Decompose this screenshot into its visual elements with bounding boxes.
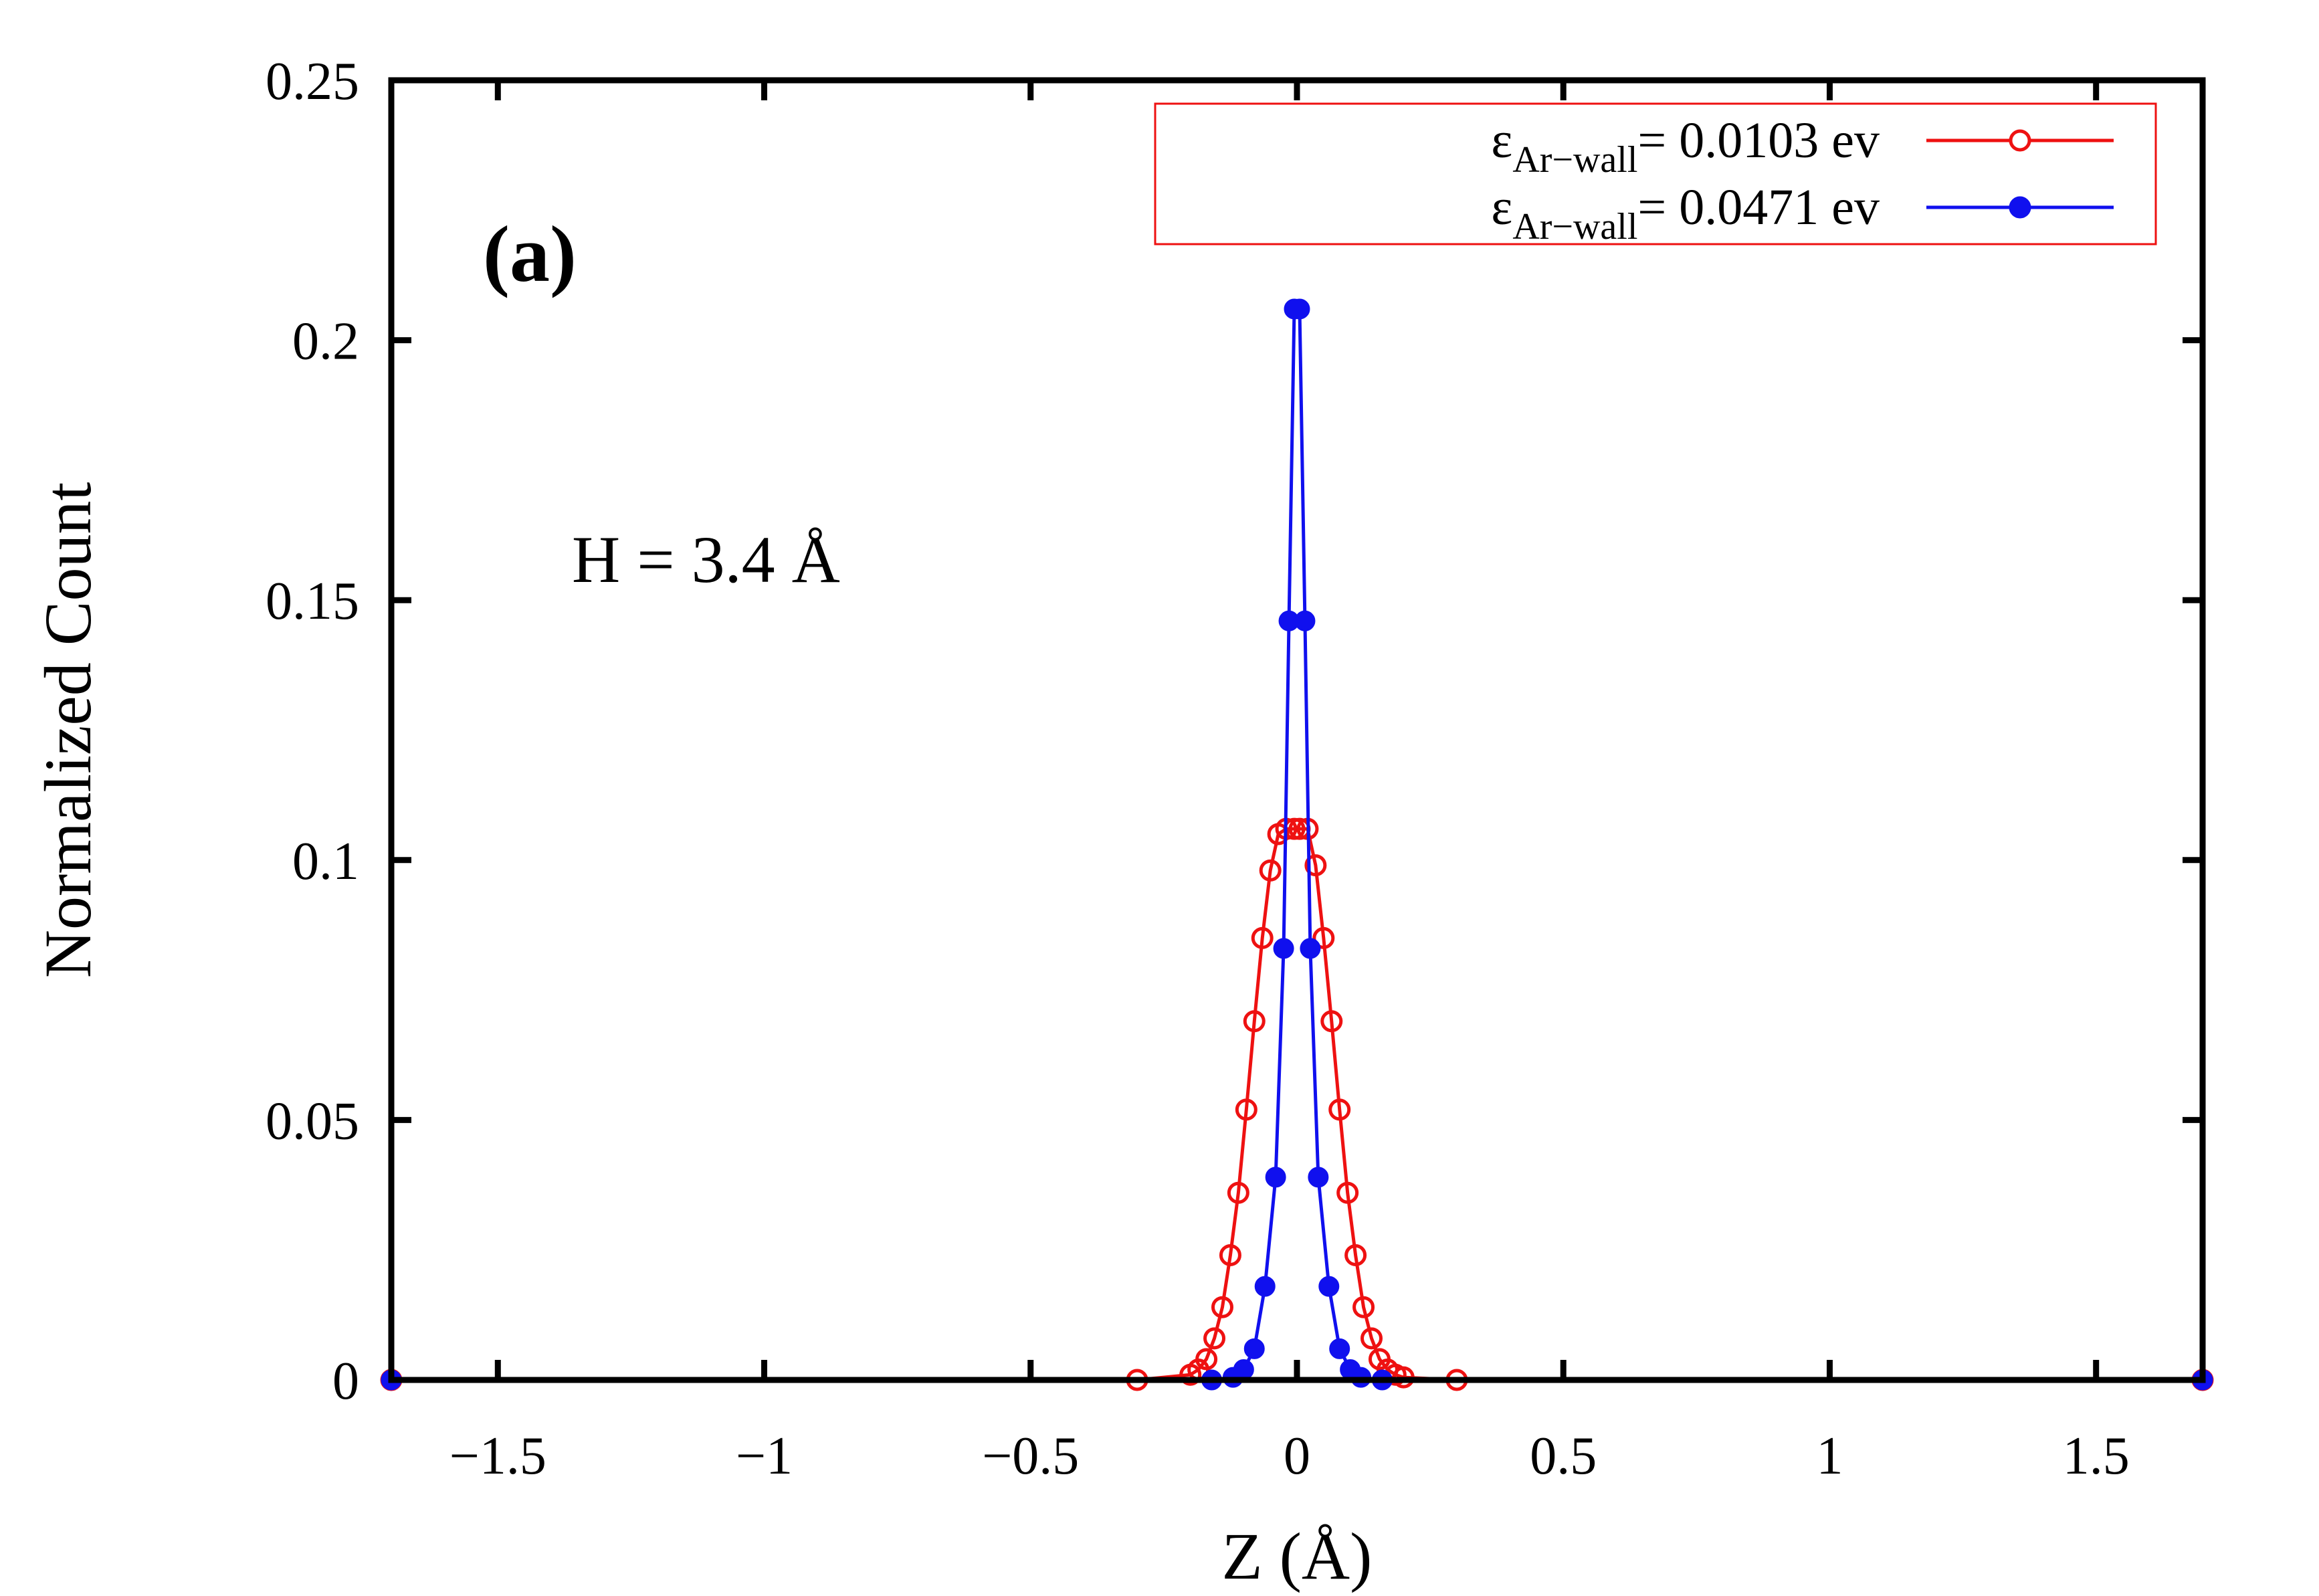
y-tick-label: 0.1 [292, 832, 359, 891]
y-tick-label: 0.25 [266, 52, 359, 111]
legend-label-2: εAr−wall= 0.0471 ev [1491, 179, 1880, 247]
data-point [1219, 1243, 1241, 1266]
x-tick-label: −1.5 [449, 1427, 546, 1486]
data-point [1308, 1167, 1329, 1188]
data-point [1318, 1276, 1340, 1297]
x-tick-label: −0.5 [982, 1427, 1079, 1486]
data-point [1300, 938, 1321, 959]
legend-box [1154, 102, 2157, 245]
data-point [1344, 1243, 1367, 1266]
series-2 [381, 298, 2213, 1391]
annotation-h: H = 3.4 Å [572, 522, 840, 597]
data-point [1243, 1338, 1265, 1359]
x-tick-label: 0.5 [1530, 1427, 1597, 1486]
data-point [1320, 1010, 1343, 1033]
data-point [1289, 298, 1310, 320]
y-axis-label: Normalized Count [31, 482, 105, 979]
data-point [1254, 1276, 1276, 1297]
data-point [1251, 926, 1274, 949]
data-point [1259, 859, 1282, 882]
series-layer [380, 298, 2214, 1391]
data-point [1273, 938, 1294, 959]
data-point [1243, 1010, 1266, 1033]
x-tick-label: 0 [1284, 1427, 1310, 1486]
data-point [1360, 1327, 1383, 1350]
panel-label: (a) [483, 209, 577, 298]
y-tick-label: 0.2 [292, 312, 359, 371]
data-point [1265, 1167, 1286, 1188]
data-point [1304, 854, 1327, 877]
x-tick-label: 1 [1816, 1427, 1843, 1486]
data-point [1328, 1098, 1351, 1121]
data-point [1329, 1338, 1350, 1359]
data-point [1233, 1359, 1254, 1380]
legend-label-1: εAr−wall= 0.0103 ev [1491, 112, 1880, 181]
data-point [1211, 1296, 1233, 1318]
data-point [1203, 1327, 1226, 1350]
data-point [1227, 1181, 1249, 1204]
data-point [1312, 926, 1335, 949]
data-point [1294, 610, 1316, 631]
x-tick-label: 1.5 [2063, 1427, 2130, 1486]
y-tick-label: 0.05 [266, 1092, 359, 1151]
data-point [1336, 1181, 1359, 1204]
data-point [1235, 1098, 1257, 1121]
x-tick-label: −1 [736, 1427, 793, 1486]
y-tick-label: 0 [332, 1352, 359, 1411]
data-point [1195, 1348, 1218, 1371]
y-tick-label: 0.15 [266, 572, 359, 631]
x-axis-label: Z (Å) [1222, 1519, 1373, 1593]
legend-marker-2 [2009, 196, 2031, 219]
tick-layer: −1.5 −1 −0.5 0 0.5 1 1.5 0 0.05 0.1 0.15 0.2 0.25 [266, 52, 2203, 1486]
legend-marker-1 [2009, 129, 2031, 152]
data-point [1352, 1296, 1375, 1318]
